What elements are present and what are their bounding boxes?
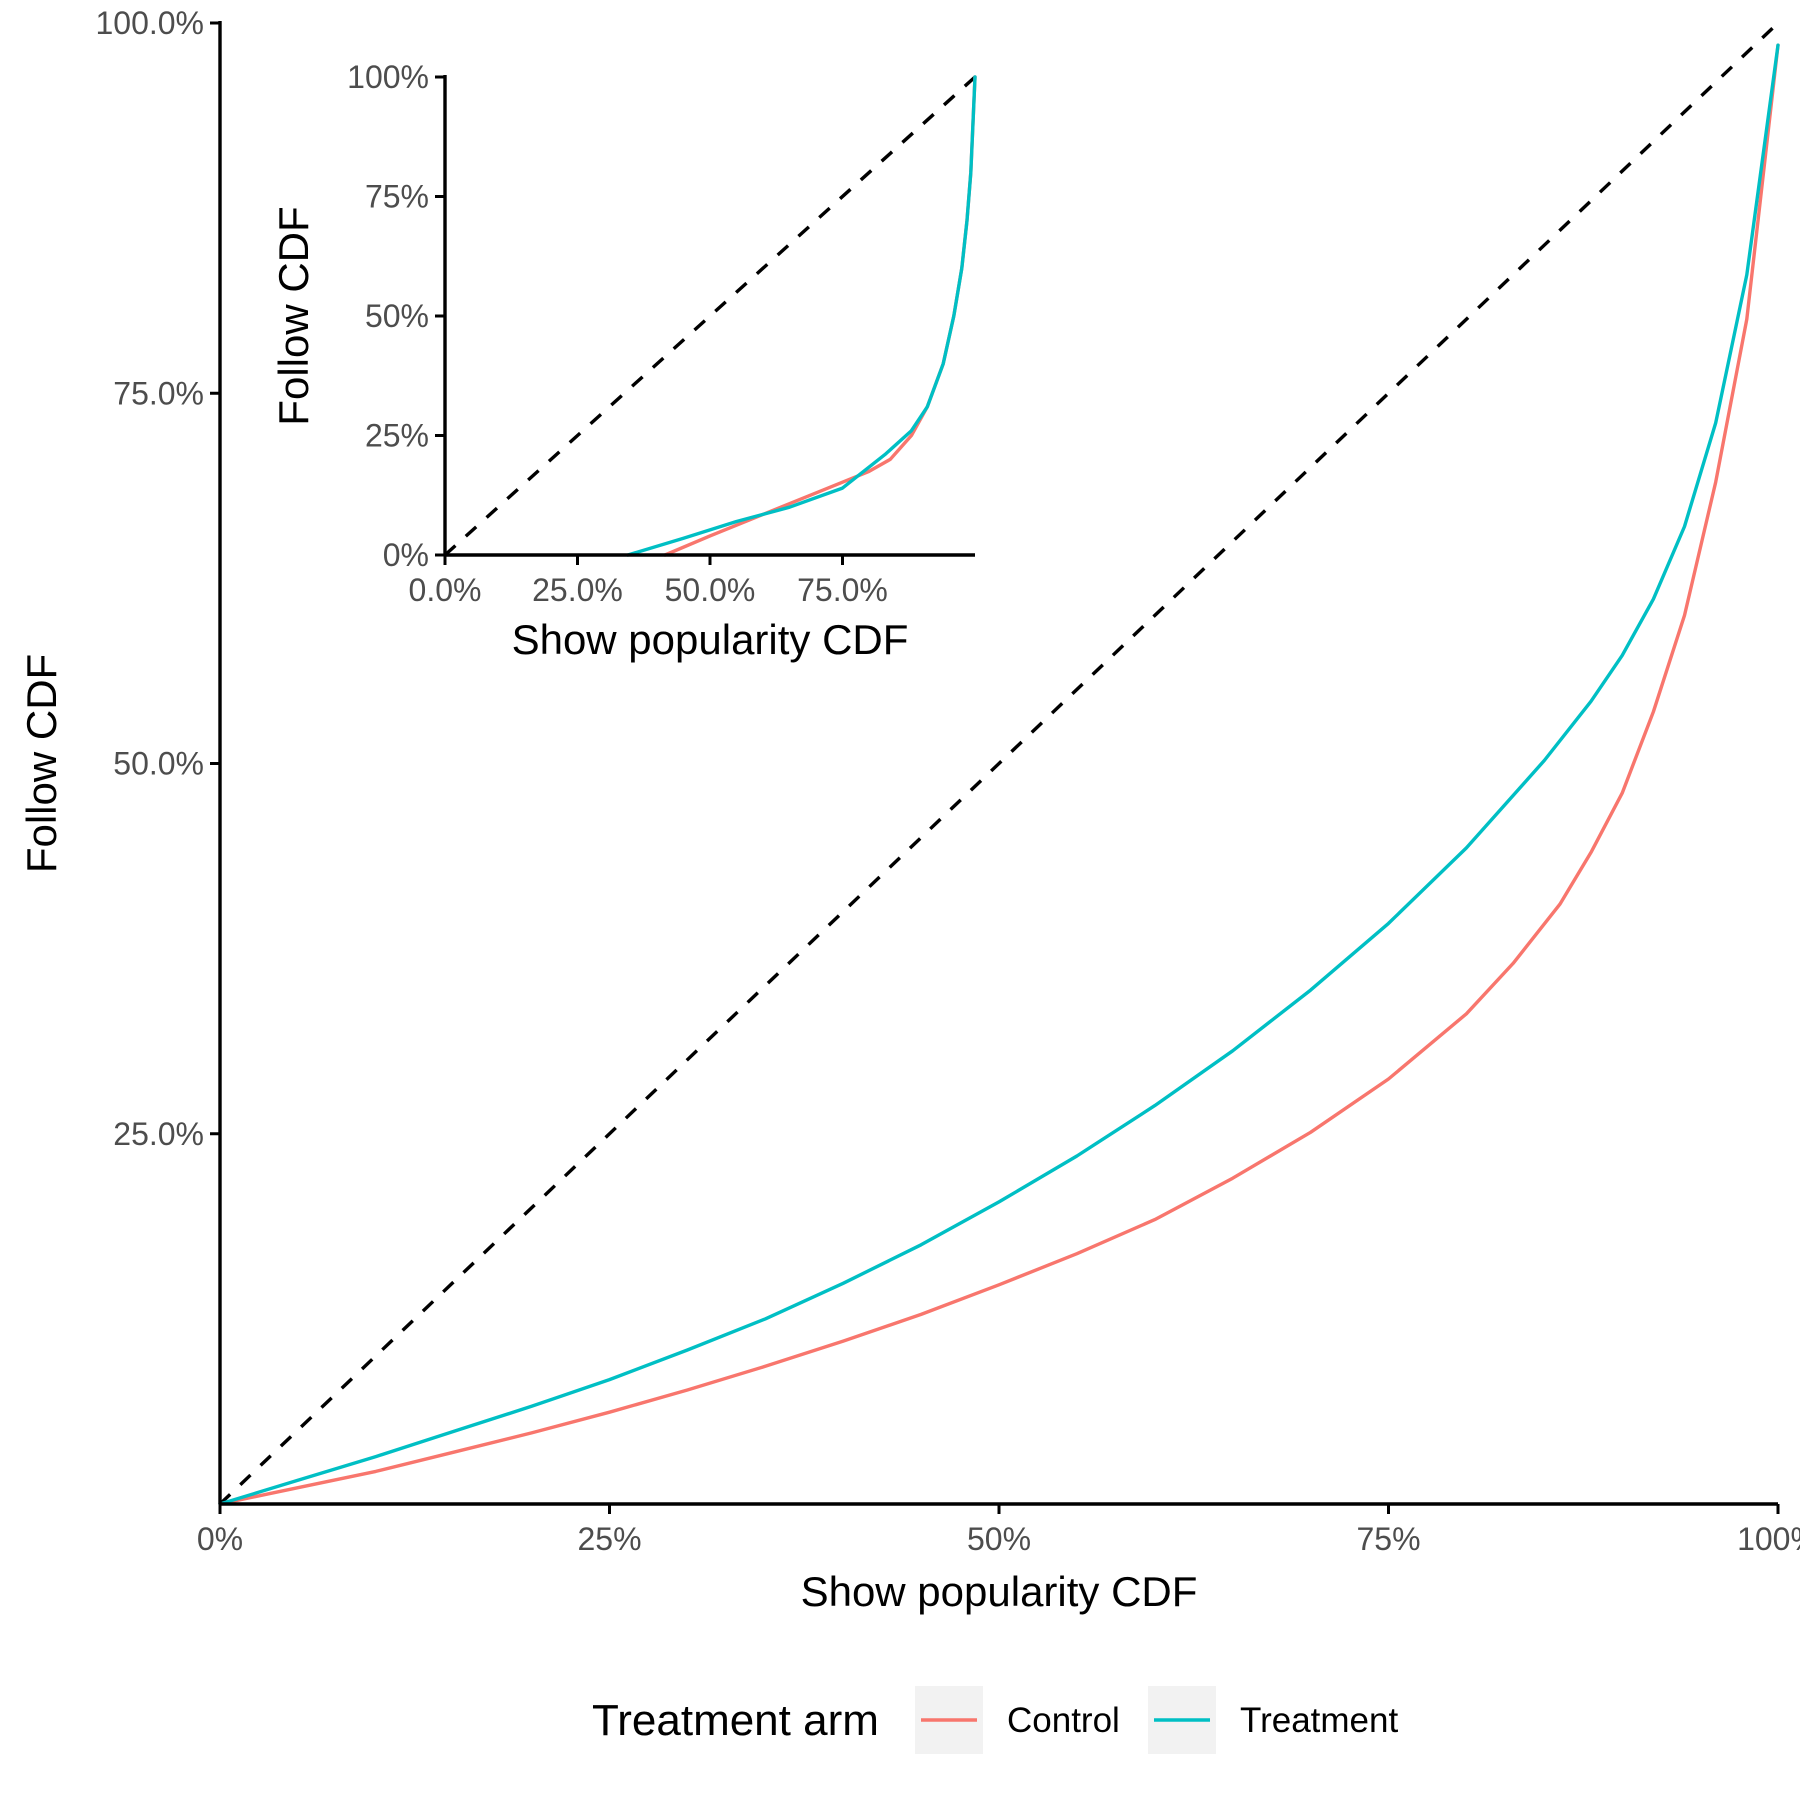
- main-series-treatment: [218, 43, 1780, 1506]
- inset-reference-line: [443, 75, 977, 557]
- legend: Treatment arm Control Treatment: [592, 1686, 1398, 1754]
- inset-x-axis-title: Show popularity CDF: [512, 616, 909, 663]
- inset-x-tick-label: 25.0%: [532, 572, 623, 608]
- inset-series-treatment: [626, 75, 977, 557]
- main-reference-line: [218, 21, 1780, 1506]
- main-y-tick-label: 100.0%: [95, 5, 204, 41]
- main-x-tick-label: 100%: [1737, 1521, 1800, 1557]
- legend-title: Treatment arm: [592, 1696, 879, 1745]
- main-y-axis-title: Follow CDF: [18, 654, 65, 873]
- main-x-tick-label: 75%: [1356, 1521, 1420, 1557]
- inset-y-axis-title: Follow CDF: [270, 206, 317, 425]
- inset-y-tick-label: 75%: [365, 179, 429, 215]
- inset-y-tick-label: 50%: [365, 298, 429, 334]
- inset-series-control: [663, 75, 977, 557]
- inset-x-tick-label: 75.0%: [797, 572, 888, 608]
- main-y-tick-label: 50.0%: [113, 746, 204, 782]
- main-x-tick-label: 0%: [197, 1521, 243, 1557]
- main-y-tick-label: 25.0%: [113, 1116, 204, 1152]
- inset-y-tick-label: 0%: [383, 537, 429, 573]
- main-plot-panel: 0% 25% 50% 75% 100% 25.0% 50.0% 75.0% 100.0% Show…: [18, 5, 1800, 1615]
- main-x-tick-label: 25%: [577, 1521, 641, 1557]
- inset-y-tick-label: 100%: [347, 59, 429, 95]
- inset-y-tick-label: 25%: [365, 418, 429, 454]
- inset-x-tick-label: 0.0%: [409, 572, 482, 608]
- inset-plot-panel: 0.0% 25.0% 50.0% 75.0% 0% 25% 50% 75% 100% Show p…: [270, 59, 977, 663]
- legend-label-control: Control: [1007, 1701, 1120, 1740]
- main-x-axis-title: Show popularity CDF: [801, 1568, 1198, 1615]
- legend-label-treatment: Treatment: [1240, 1701, 1398, 1740]
- main-y-tick-label: 75.0%: [113, 375, 204, 411]
- main-x-tick-label: 50%: [967, 1521, 1031, 1557]
- inset-x-tick-label: 50.0%: [665, 572, 756, 608]
- main-series-control: [218, 43, 1780, 1506]
